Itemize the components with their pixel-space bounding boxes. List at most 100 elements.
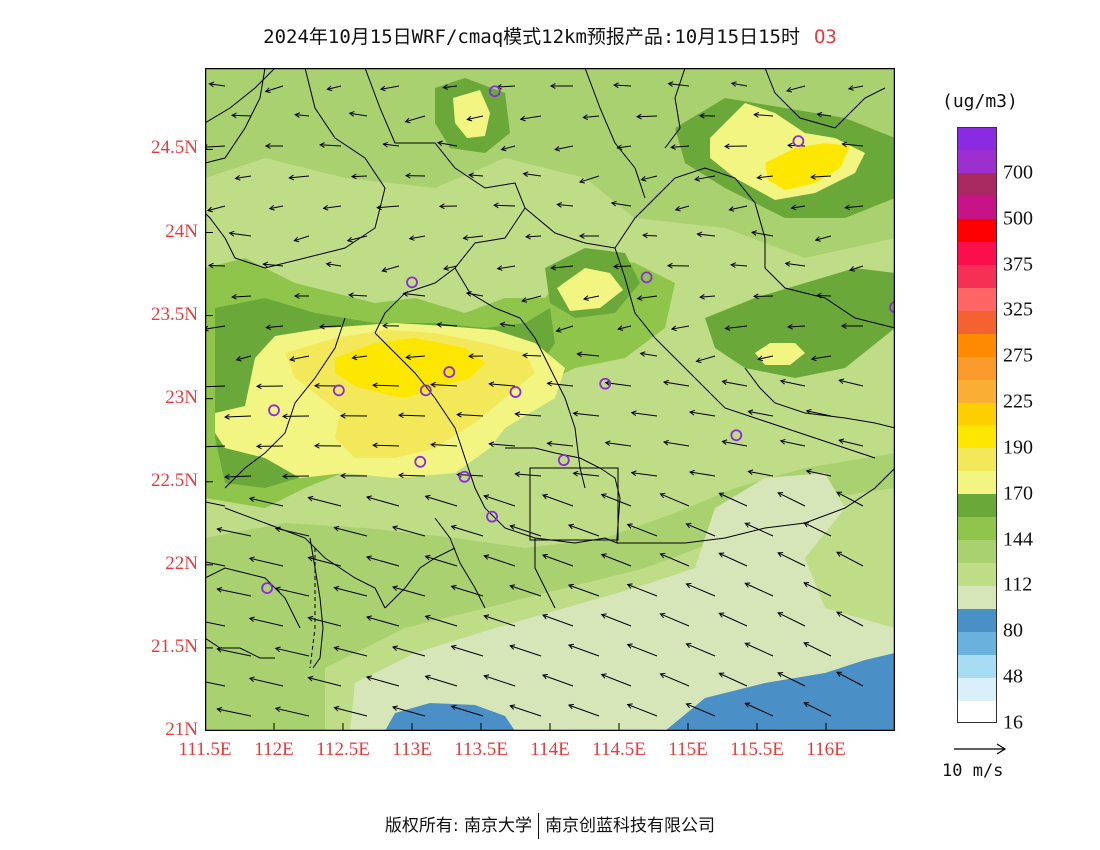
- wind-vector-head: [659, 552, 666, 559]
- wind-vector: [205, 501, 226, 507]
- wind-vector-head: [207, 262, 214, 269]
- wind-vector: [205, 145, 226, 148]
- wind-vector: [745, 702, 774, 717]
- wind-vector-head: [522, 352, 528, 359]
- wind-vector: [605, 442, 632, 447]
- wind-vector-head: [248, 676, 255, 683]
- wind-vector: [731, 82, 748, 87]
- colorbar-label: 375: [1003, 253, 1033, 276]
- wind-vector-head: [718, 492, 725, 498]
- wind-vector: [232, 114, 252, 117]
- wind-vector: [745, 582, 774, 597]
- wind-vector-head: [810, 355, 817, 362]
- colorbar-segment: [957, 356, 997, 380]
- wind-vector-head: [265, 324, 272, 331]
- colorbar-segment: [957, 425, 997, 449]
- wind-vector: [551, 265, 574, 269]
- x-tick-label: 115.5E: [730, 739, 784, 760]
- wind-vector: [526, 235, 542, 238]
- wind-vector-head: [674, 205, 681, 212]
- wind-vector-head: [786, 142, 793, 149]
- wind-vector: [542, 554, 574, 567]
- colorbar-segment: [957, 310, 997, 334]
- wind-vector: [457, 414, 484, 417]
- wind-vector-head: [688, 469, 695, 476]
- wind-vector-head: [724, 325, 731, 331]
- wind-vector: [694, 175, 716, 181]
- wind-vector-head: [319, 142, 325, 148]
- wind-vector-head: [443, 265, 449, 271]
- wind-vector: [719, 672, 748, 687]
- wind-vector-head: [612, 263, 619, 270]
- wind-vector-head: [600, 493, 607, 499]
- wind-vector: [731, 264, 748, 267]
- wind-vector: [520, 115, 542, 120]
- copyright-right: 南京创蓝科技有限公司: [545, 816, 716, 836]
- monitoring-station-marker: [557, 454, 570, 467]
- wind-vector-head: [805, 408, 812, 415]
- wind-vector-head: [274, 526, 281, 533]
- wind-vector-head: [844, 204, 851, 211]
- wind-vector-head: [567, 703, 574, 710]
- wind-vector: [671, 325, 690, 330]
- wind-vector: [484, 675, 516, 687]
- wind-vector: [523, 173, 542, 177]
- wind-vector: [205, 445, 226, 448]
- wind-vector-head: [582, 295, 589, 301]
- y-tick-label: 22.5N: [151, 469, 198, 491]
- wind-vector-head: [465, 291, 472, 297]
- wind-vector-head: [549, 83, 556, 89]
- wind-vector: [366, 556, 400, 567]
- wind-vector: [510, 585, 542, 597]
- wind-vector-head: [757, 355, 764, 362]
- monitoring-station-marker: [419, 384, 432, 397]
- wind-vector: [555, 145, 574, 151]
- wind-vector: [777, 552, 806, 567]
- wind-vector-head: [744, 642, 751, 648]
- wind-vector: [842, 143, 864, 147]
- title-text: 2024年10月15日WRF/cmaq模式12km预报产品:10月15日15时: [263, 26, 800, 48]
- wind-vector: [748, 410, 774, 417]
- wind-vector-head: [662, 439, 669, 446]
- wind-vector-head: [777, 552, 784, 558]
- monitoring-station-marker: [486, 510, 498, 523]
- colorbar-segment: [957, 264, 997, 288]
- wind-vector: [700, 295, 716, 298]
- copyright-separator: [538, 813, 540, 839]
- wind-vector: [308, 677, 342, 687]
- wind-vector: [660, 673, 690, 687]
- wind-vector: [497, 85, 516, 88]
- wind-vector-head: [483, 614, 490, 620]
- y-tick-label: 21.5N: [151, 635, 198, 657]
- wind-vector-head: [803, 642, 810, 648]
- wind-vector-head: [836, 491, 843, 497]
- wind-vector-head: [666, 262, 673, 269]
- wind-vector: [617, 145, 632, 149]
- axis-ticks: [205, 148, 827, 731]
- wind-vector: [494, 204, 516, 207]
- wind-vector-head: [578, 233, 585, 239]
- wind-vector-head: [838, 378, 845, 384]
- wind-vector: [815, 235, 832, 241]
- wind-vector-head: [541, 493, 548, 500]
- wind-vector: [568, 584, 600, 597]
- wind-vector: [601, 494, 632, 507]
- wind-vector: [320, 325, 342, 328]
- wind-vector-head: [313, 442, 320, 449]
- wind-vector: [523, 354, 542, 357]
- colorbar-label: 700: [1003, 161, 1033, 184]
- wind-vector-head: [572, 470, 579, 477]
- wind-vector-head: [554, 145, 561, 152]
- wind-vector: [836, 551, 864, 567]
- wind-vector-head: [404, 172, 411, 179]
- wind-vector: [791, 205, 806, 209]
- wind-vector-head: [840, 323, 847, 329]
- wind-vector: [225, 415, 252, 418]
- wind-vector: [425, 495, 458, 507]
- wind-vector-head: [408, 235, 415, 241]
- wind-vector: [686, 523, 716, 537]
- colorbar-label: 225: [1003, 390, 1033, 413]
- wind-vector: [618, 325, 632, 330]
- colorbar-segment: [957, 287, 997, 311]
- wind-vector: [521, 295, 542, 302]
